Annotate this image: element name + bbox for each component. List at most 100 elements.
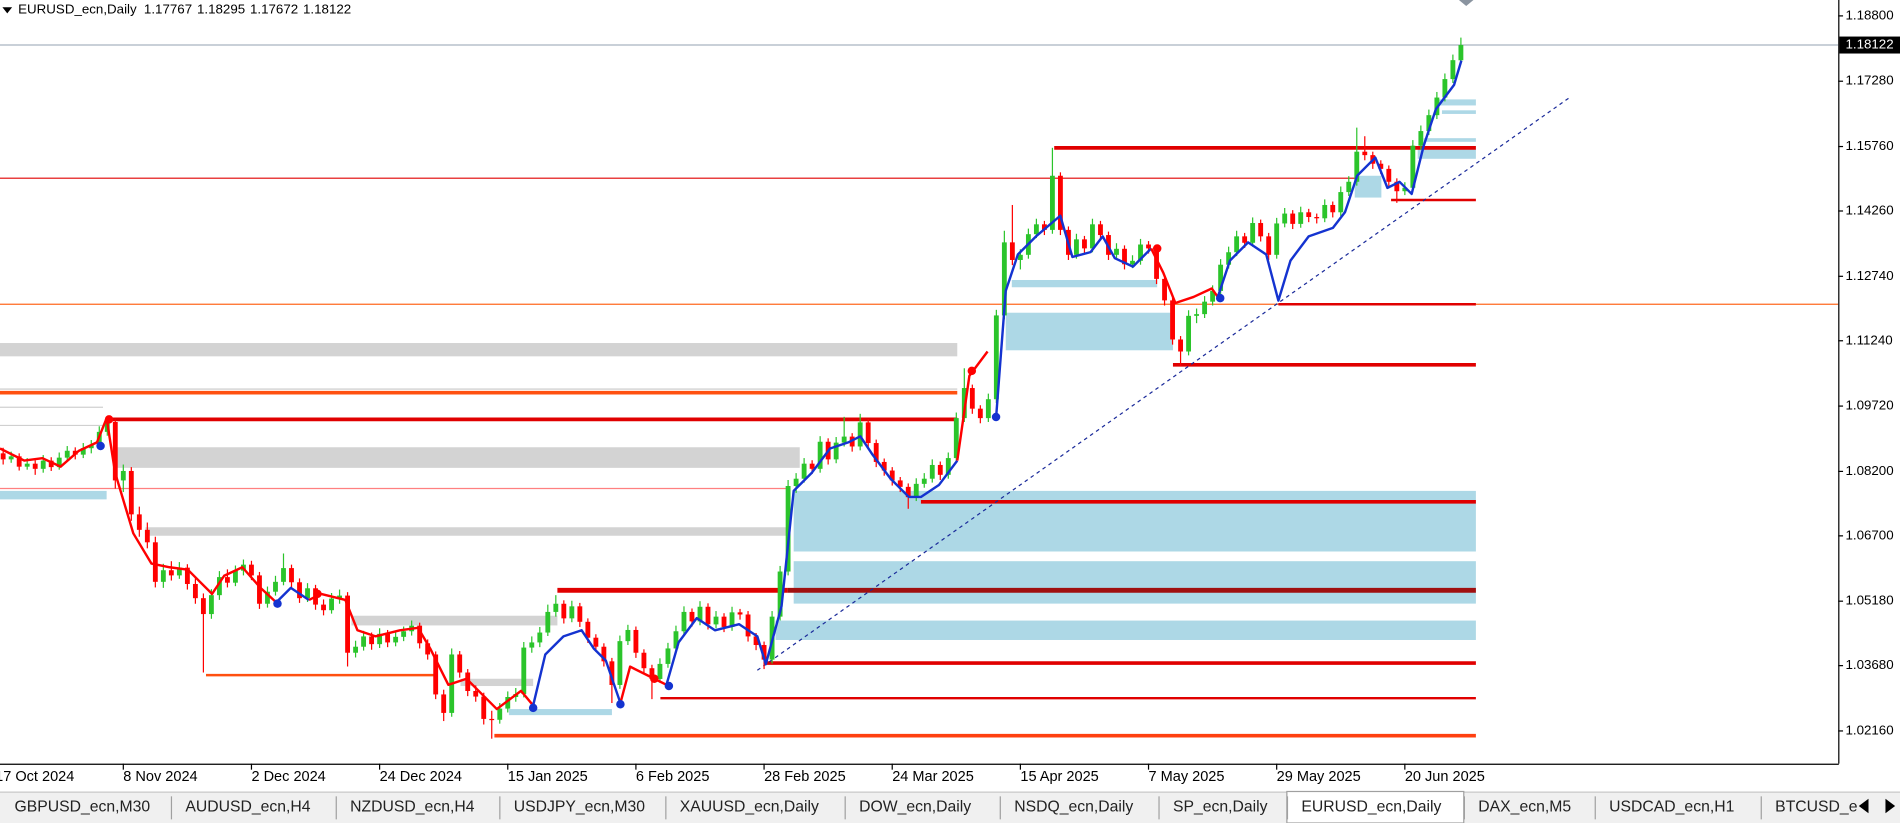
current-price-label: 1.18122 <box>1845 37 1893 52</box>
candle-body <box>921 478 927 484</box>
tab-label[interactable]: DOW_ecn,Daily <box>859 798 971 815</box>
candle-body <box>1458 45 1464 61</box>
y-tick-label: 1.05180 <box>1845 593 1893 608</box>
candle-body <box>913 483 919 498</box>
candle-body <box>873 443 879 462</box>
x-tick-label: 7 May 2025 <box>1149 769 1225 785</box>
indicator-dot <box>104 415 114 424</box>
candle-body <box>665 648 671 664</box>
candle-body <box>1426 115 1432 132</box>
candle-body <box>1274 223 1280 255</box>
zone <box>460 678 534 687</box>
tab-label[interactable]: NSDQ_ecn,Daily <box>1014 798 1133 815</box>
tab-label[interactable]: XAUUSD_ecn,Daily <box>680 798 819 815</box>
candle-body <box>24 463 30 467</box>
candle-body <box>1009 242 1015 260</box>
candle-body <box>721 616 727 627</box>
indicator-line <box>531 629 622 706</box>
candle-body <box>361 636 367 647</box>
candle-body <box>1122 248 1127 265</box>
candle-body <box>745 614 751 637</box>
candle-body <box>833 442 839 460</box>
indicator-line <box>665 435 959 686</box>
candle-body <box>1049 175 1055 230</box>
high: 1.18295 <box>197 1 245 16</box>
candle-body <box>761 645 767 660</box>
zone <box>1417 149 1476 159</box>
tab-label[interactable]: USDCAD_ecn,H1 <box>1609 798 1734 815</box>
x-tick-label: 2 Dec 2024 <box>251 769 325 785</box>
candle-body <box>184 567 190 584</box>
tab-label[interactable]: SP_ecn,Daily <box>1173 798 1268 815</box>
candle-body <box>112 421 118 481</box>
zone <box>775 620 1476 640</box>
candle-body <box>1058 175 1063 230</box>
candle-body <box>160 570 166 582</box>
candle-body <box>489 718 495 721</box>
zone <box>508 709 612 716</box>
indicator-dot <box>616 699 625 709</box>
candle-body <box>737 612 743 615</box>
candle-body <box>1242 236 1248 243</box>
candle-body <box>233 570 238 583</box>
candle-body <box>1338 192 1344 213</box>
candle-body <box>609 661 615 685</box>
candle-body <box>1298 212 1304 224</box>
candle-body <box>1162 278 1167 301</box>
candle-body <box>865 422 871 444</box>
x-tick-label: 20 Jun 2025 <box>1405 769 1485 785</box>
candle-body <box>1033 224 1039 235</box>
tab-label[interactable]: EURUSD_ecn,Daily <box>1301 798 1441 815</box>
indicator-line <box>275 586 310 604</box>
candle-body <box>329 598 334 611</box>
candle-body <box>1154 248 1159 279</box>
tab-scroll-right[interactable] <box>1885 798 1896 814</box>
tab-label[interactable]: DAX_ecn,M5 <box>1478 798 1571 815</box>
candle-body <box>1130 260 1135 265</box>
candle-body <box>433 654 439 695</box>
candle-body <box>857 422 863 447</box>
candle-body <box>1210 290 1216 302</box>
tab-label[interactable]: NZDUSD_ecn,H4 <box>350 798 475 815</box>
indicator-dot <box>1215 293 1225 303</box>
candle-body <box>393 636 399 643</box>
candle-body <box>977 408 983 419</box>
candle-body <box>937 464 943 475</box>
candle-body <box>969 388 975 409</box>
zone <box>0 490 107 500</box>
candle-body <box>1258 223 1264 237</box>
candle-body <box>801 463 807 479</box>
candle-body <box>425 643 431 655</box>
indicator-line <box>619 665 667 704</box>
symbol: EURUSD_ecn,Daily <box>18 1 137 16</box>
tab-label[interactable]: BTCUSD_e <box>1775 798 1858 815</box>
candle-body <box>753 636 759 646</box>
indicator-line <box>1216 60 1463 302</box>
candle-body <box>1306 212 1312 218</box>
tab-label[interactable]: GBPUSD_ecn,M30 <box>15 798 151 815</box>
candle-body <box>817 441 823 469</box>
x-tick-label: 29 May 2025 <box>1277 769 1361 785</box>
tab-label[interactable]: USDJPY_ecn,M30 <box>514 798 646 815</box>
y-tick-label: 1.09720 <box>1845 398 1893 413</box>
candle-body <box>545 611 551 633</box>
candle-body <box>1138 244 1143 261</box>
candle-body <box>1410 145 1416 188</box>
candle-body <box>1202 301 1208 315</box>
candle-body <box>649 668 655 679</box>
indicator-dot <box>664 681 674 691</box>
close: 1.18122 <box>303 1 351 16</box>
candle-body <box>985 399 991 419</box>
candle-body <box>377 633 383 645</box>
candle-body <box>401 631 407 637</box>
candle-body <box>481 696 487 719</box>
candle-body <box>1250 223 1256 243</box>
candle-body <box>1330 204 1336 213</box>
tab-scroll-left[interactable] <box>1858 798 1869 814</box>
tab-label[interactable]: AUDUSD_ecn,H4 <box>185 798 310 815</box>
candle-body <box>321 604 326 611</box>
zone <box>793 561 1476 604</box>
indicator-dot <box>967 366 977 376</box>
